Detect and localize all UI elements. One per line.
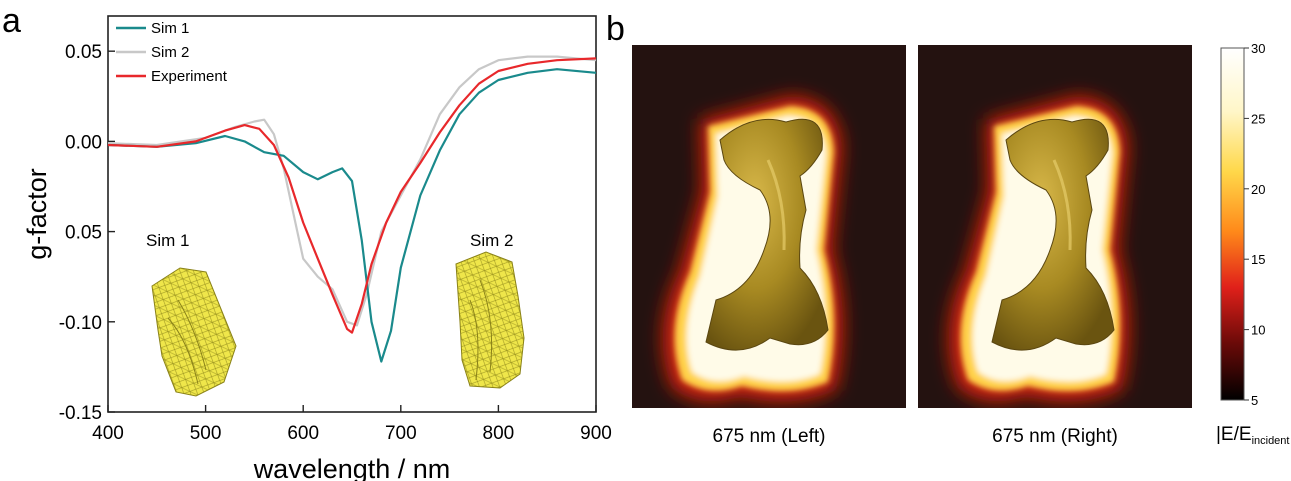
x-tick-label: 900: [580, 423, 612, 444]
caption-left: 675 nm (Left): [713, 426, 826, 447]
sim1-mesh-inset: [151, 267, 237, 397]
series-layer: [107, 55, 597, 363]
caption-right: 675 nm (Right): [992, 426, 1118, 447]
inset-label-sim1: Sim 1: [146, 231, 189, 250]
g-factor-plot: 400 500 600 700 800 900 0.05 0.00 0.05 -0.10 -0.1…: [59, 15, 612, 444]
colorbar-tick-label: 25: [1251, 111, 1265, 126]
y-tick-label: 0.00: [65, 132, 102, 153]
colorbar-tick-label: 10: [1251, 323, 1265, 338]
series-line-experiment: [107, 57, 597, 334]
panel-label-a: a: [2, 2, 21, 40]
x-tick-label: 700: [385, 423, 417, 444]
colorbar: 30 25 20 15 10 5 |E/Eincident|2: [1216, 41, 1291, 447]
y-tick-label: 0.05: [65, 42, 102, 63]
colorbar-gradient: [1220, 47, 1245, 401]
colorbar-tick-label: 15: [1251, 252, 1265, 267]
plot-frame: [107, 15, 597, 413]
x-tick-label: 500: [190, 423, 222, 444]
legend-label: Sim 2: [151, 44, 189, 61]
inset-label-sim2: Sim 2: [470, 231, 513, 250]
sim2-mesh-inset: [455, 251, 525, 389]
field-map-left: [632, 45, 906, 408]
colorbar-ticks: 30 25 20 15 10 5: [1244, 41, 1265, 408]
colorbar-tick-label: 30: [1251, 41, 1265, 56]
series-line-sim-1: [107, 68, 597, 363]
x-tick-label: 400: [92, 423, 124, 444]
legend-label: Experiment: [151, 68, 228, 85]
legend-label: Sim 1: [151, 20, 189, 37]
x-axis-title: wavelength / nm: [253, 454, 451, 481]
panel-label-b: b: [606, 10, 625, 48]
colorbar-tick-label: 20: [1251, 182, 1265, 197]
y-tick-label: -0.15: [59, 403, 102, 424]
y-axis: 0.05 0.00 0.05 -0.10 -0.15: [59, 42, 115, 424]
y-tick-label: 0.05: [65, 223, 102, 244]
x-tick-label: 800: [483, 423, 515, 444]
field-map-right: [918, 45, 1192, 408]
series-line-sim-2: [107, 55, 597, 327]
y-tick-label: -0.10: [59, 313, 102, 334]
colorbar-label: |E/Eincident|2: [1216, 420, 1291, 447]
y-axis-title: g-factor: [22, 168, 52, 260]
x-tick-label: 600: [287, 423, 319, 444]
x-axis: 400 500 600 700 800 900: [92, 405, 612, 444]
legend: Sim 1 Sim 2 Experiment: [116, 20, 228, 85]
colorbar-tick-label: 5: [1251, 393, 1258, 408]
